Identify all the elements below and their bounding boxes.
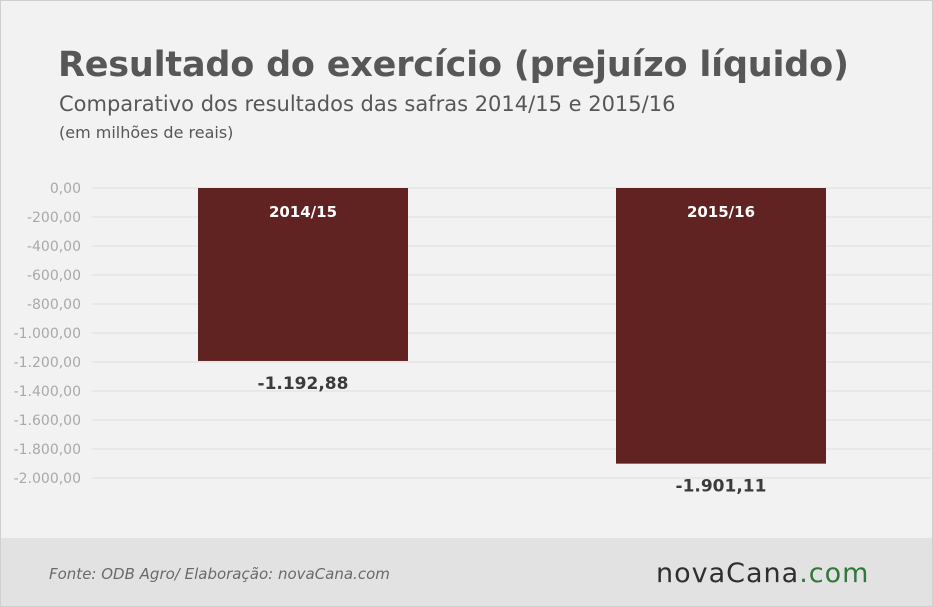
bar-chart: 0,00 -200,00 -400,00 -600,00 -800,00 -1.000,0…: [14, 181, 931, 497]
y-tick-label: 0,00: [50, 181, 81, 197]
bar-category-label: 2014/15: [269, 203, 337, 221]
bar: [198, 188, 408, 361]
unit-note: (em milhões de reais): [59, 123, 234, 142]
chart-title: Resultado do exercício (prejuízo líquido…: [58, 45, 849, 85]
y-tick-label: -1.800,00: [14, 442, 81, 458]
bar-category-label: 2015/16: [687, 203, 755, 221]
y-tick-label: -2.000,00: [14, 471, 81, 487]
bar-value-label: -1.192,88: [258, 374, 349, 394]
y-tick-label: -1.000,00: [14, 326, 81, 342]
source-note: Fonte: ODB Agro/ Elaboração: novaCana.co…: [49, 565, 390, 583]
brand-logo: novaCana.com: [656, 558, 869, 589]
footer: Fonte: ODB Agro/ Elaboração: novaCana.co…: [1, 538, 932, 606]
y-tick-label: -600,00: [27, 268, 81, 284]
bar-value-label: -1.901,11: [676, 477, 767, 497]
y-tick-label: -1.200,00: [14, 355, 81, 371]
brand-domain: .com: [799, 558, 870, 589]
y-tick-label: -1.400,00: [14, 384, 81, 400]
chart-subtitle: Comparativo dos resultados das safras 20…: [59, 92, 676, 116]
brand-name: novaCana: [656, 558, 800, 589]
y-tick-label: -400,00: [27, 239, 81, 255]
y-tick-label: -200,00: [27, 210, 81, 226]
y-tick-label: -1.600,00: [14, 413, 81, 429]
y-tick-label: -800,00: [27, 297, 81, 313]
bar: [616, 188, 826, 464]
